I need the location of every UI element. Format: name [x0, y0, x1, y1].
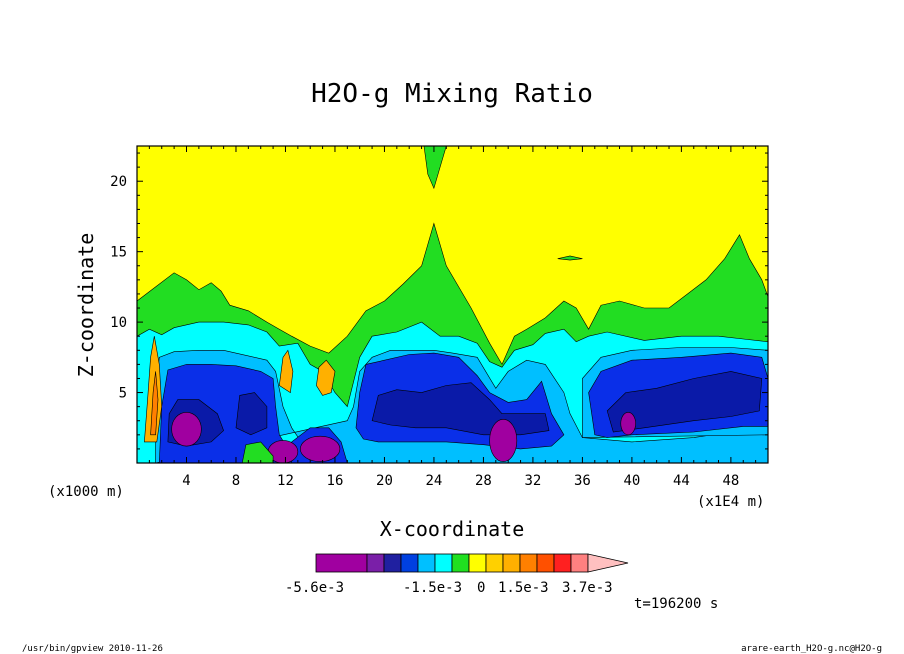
plume-orange-1: [144, 336, 163, 443]
colorbar-swatch: [417, 553, 436, 573]
contour-field: [137, 146, 768, 463]
colorbar-swatch: [400, 553, 419, 573]
band-green-top: [423, 146, 447, 190]
y-tick-label: 20: [110, 174, 127, 190]
x-tick-label: 16: [327, 473, 344, 489]
x-tick-label: 40: [623, 473, 640, 489]
core-purple-2: [300, 435, 341, 462]
x-tick-label: 4: [182, 473, 190, 489]
x-tick-label: 28: [475, 473, 492, 489]
band-navy-east: [606, 371, 763, 433]
colorbar-label: 1.5e-3: [498, 580, 549, 596]
colorbar-label: 0: [477, 580, 485, 596]
plume-darkorange-1: [150, 371, 159, 436]
y-tick-label: 15: [110, 245, 127, 261]
colorbar-labels: -5.6e-3 -1.5e-3 0 1.5e-3 3.7e-3: [285, 580, 613, 596]
colorbar-swatch: [451, 553, 470, 573]
x-tick-label: 32: [524, 473, 541, 489]
x-units-left: (x1000 m): [48, 484, 124, 500]
x-axis-label: X-coordinate: [380, 517, 525, 541]
colorbar-swatch: [485, 553, 504, 573]
x-tick-label: 36: [574, 473, 591, 489]
band-navy-west2: [235, 392, 268, 436]
core-purple-4: [620, 411, 636, 436]
band-green-surface: [241, 441, 274, 463]
colorbar-arrow: [587, 553, 629, 573]
colorbar-label: -1.5e-3: [403, 580, 462, 596]
time-label: t=196200 s: [634, 596, 718, 612]
x-tick-label: 24: [426, 473, 443, 489]
colorbar-swatch: [536, 553, 555, 573]
x-tick-label: 20: [376, 473, 393, 489]
colorbar-label: -5.6e-3: [285, 580, 344, 596]
y-axis-label: Z-coordinate: [74, 233, 98, 378]
x-axis: 4 8 12 16 20 24 28 32 36 40 44 48: [148, 146, 757, 489]
colorbar-swatch: [366, 553, 385, 573]
band-green-sliver: [557, 255, 583, 261]
colorbar-swatch: [553, 553, 572, 573]
chart-title: H2O-g Mixing Ratio: [311, 79, 593, 109]
footer-left: /usr/bin/gpview 2010-11-26: [22, 644, 163, 654]
colorbar-swatch: [315, 553, 368, 573]
colorbar-swatch: [383, 553, 402, 573]
x-tick-label: 44: [673, 473, 690, 489]
x-tick-label: 8: [232, 473, 240, 489]
x-tick-label: 12: [277, 473, 294, 489]
core-purple-3: [489, 419, 518, 462]
plot-frame: [136, 145, 769, 464]
y-tick-label: 10: [110, 315, 127, 331]
y-tick-label: 5: [119, 386, 127, 402]
footer-right: arare-earth_H2O-g.nc@H2O-g: [741, 644, 882, 654]
colorbar-swatch: [570, 553, 589, 573]
colorbar-swatch: [519, 553, 538, 573]
x-units-right: (x1E4 m): [697, 494, 764, 510]
core-purple-1: [171, 411, 202, 447]
colorbar-swatch: [468, 553, 487, 573]
colorbar-swatch: [434, 553, 453, 573]
x-tick-label: 48: [722, 473, 739, 489]
colorbar-label: 3.7e-3: [562, 580, 613, 596]
y-axis: 5 10 15 20: [110, 152, 768, 450]
colorbar-swatch: [502, 553, 521, 573]
colorbar: [315, 553, 629, 573]
plume-orange-3: [316, 359, 336, 396]
plume-orange-2: [278, 349, 294, 394]
